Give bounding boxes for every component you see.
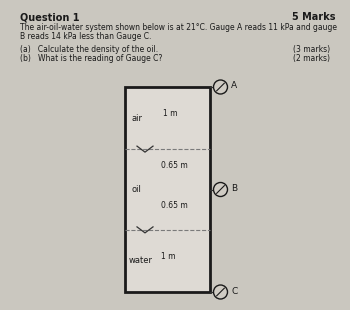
Text: B: B	[231, 184, 237, 193]
Text: (2 marks): (2 marks)	[293, 54, 330, 63]
Bar	[125, 87, 210, 292]
Text: 0.65 m: 0.65 m	[161, 201, 188, 210]
Circle shape	[214, 183, 228, 197]
Text: 1 m: 1 m	[161, 252, 175, 261]
Text: 5 Marks: 5 Marks	[293, 12, 336, 22]
Text: 1 m: 1 m	[163, 108, 178, 117]
Text: water: water	[129, 256, 153, 265]
Text: (3 marks): (3 marks)	[293, 45, 330, 54]
Text: 0.65 m: 0.65 m	[161, 161, 188, 170]
Circle shape	[214, 285, 228, 299]
Text: The air-oil-water system shown below is at 21°C. Gauge A reads 11 kPa and gauge: The air-oil-water system shown below is …	[20, 23, 337, 32]
Text: oil: oil	[131, 185, 141, 194]
Text: C: C	[231, 286, 237, 295]
Circle shape	[214, 80, 228, 94]
Text: (a)   Calculate the density of the oil.: (a) Calculate the density of the oil.	[20, 45, 158, 54]
Text: A: A	[231, 82, 237, 91]
Text: B reads 14 kPa less than Gauge C.: B reads 14 kPa less than Gauge C.	[20, 32, 151, 41]
Text: air: air	[131, 113, 142, 122]
Text: Question 1: Question 1	[20, 12, 79, 22]
Text: (b)   What is the reading of Gauge C?: (b) What is the reading of Gauge C?	[20, 54, 162, 63]
